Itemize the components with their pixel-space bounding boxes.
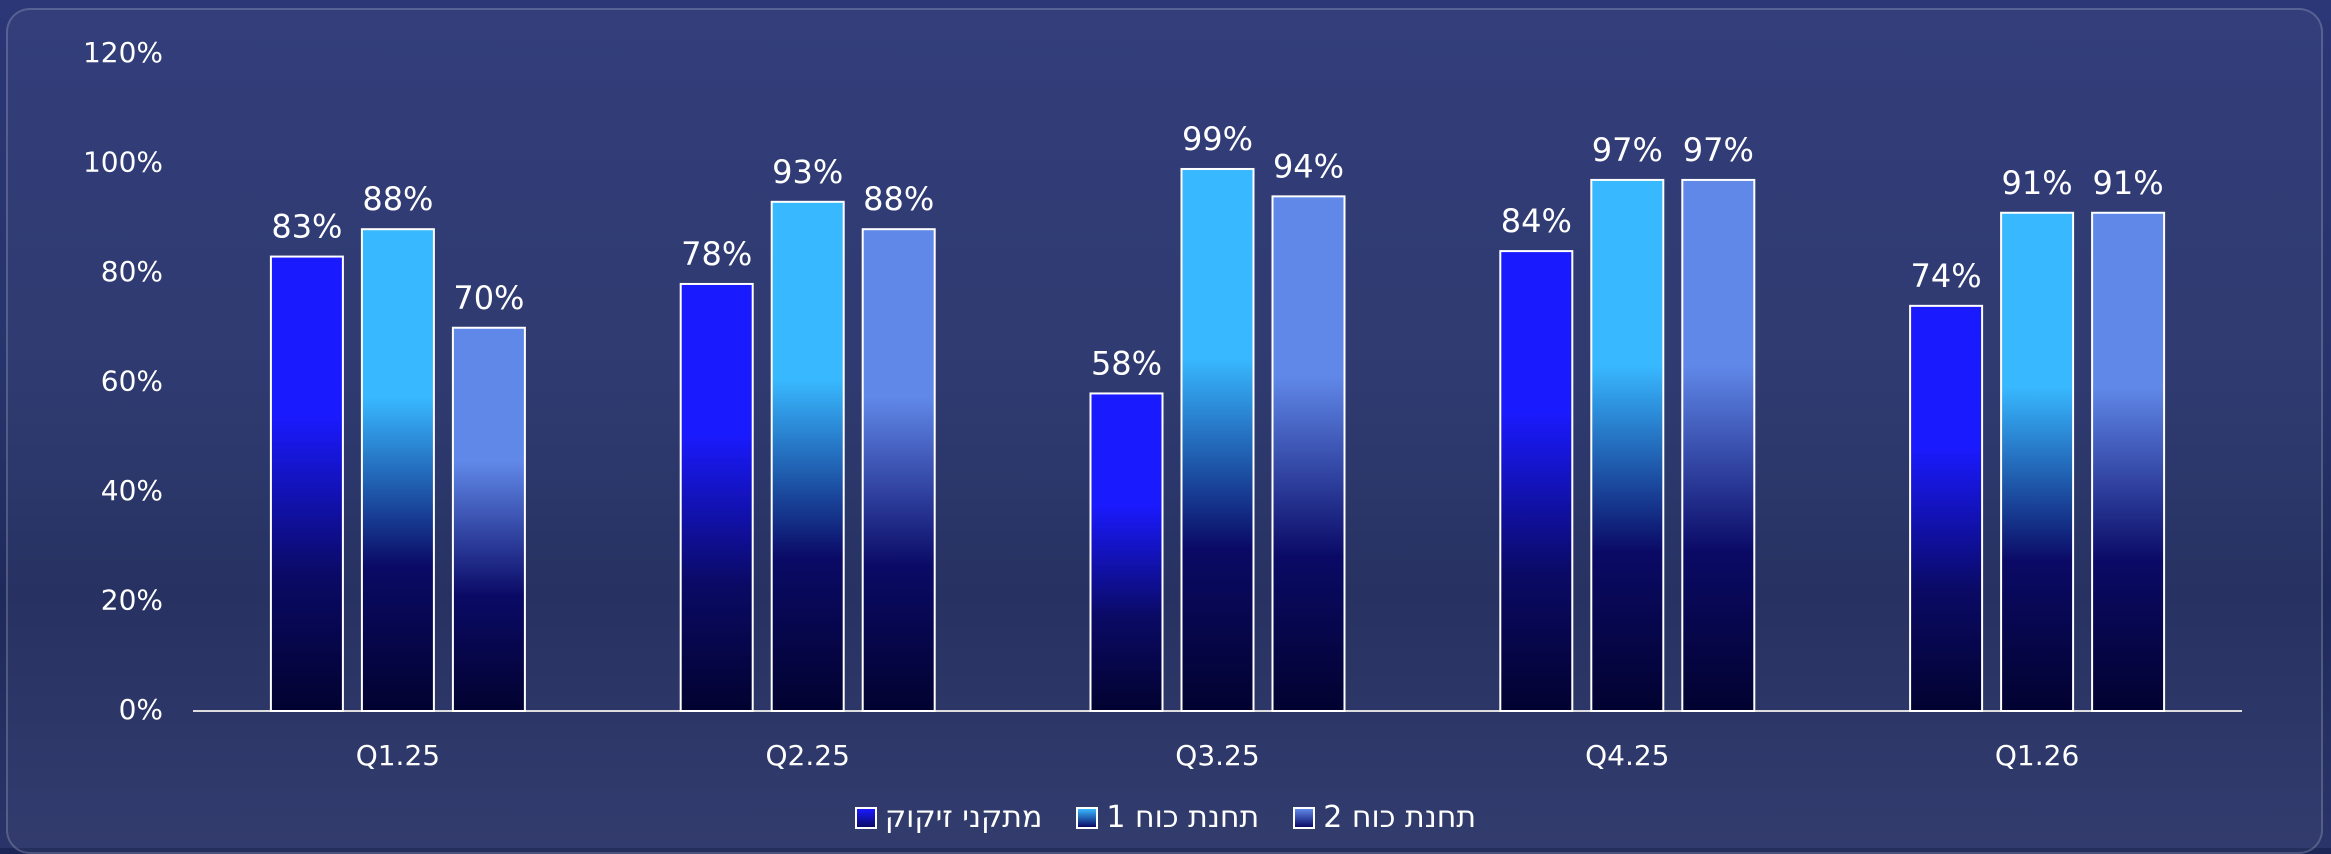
y-tick-label: 120%: [83, 36, 163, 69]
x-tick-label: Q4.25: [1585, 739, 1669, 772]
value-label: 74%: [1911, 257, 1982, 295]
value-label: 70%: [453, 279, 524, 317]
bar: [1682, 180, 1754, 711]
x-tick-label: Q1.26: [1995, 739, 2079, 772]
value-label: 78%: [681, 235, 752, 273]
bar: [863, 229, 935, 711]
chart: 0% 20% 40% 60% 80% 100% 120% Q1.25 83% 88% 70% Q2.2…: [0, 0, 2331, 848]
value-label: 93%: [772, 153, 843, 191]
y-tick-label: 40%: [101, 474, 163, 507]
bar: [2001, 213, 2073, 711]
bar: [1910, 306, 1982, 711]
value-label: 91%: [2002, 164, 2073, 202]
bar: [271, 257, 343, 711]
y-tick-label: 100%: [83, 146, 163, 179]
value-label: 97%: [1683, 131, 1754, 169]
value-label: 94%: [1273, 147, 1344, 185]
bar: [1182, 169, 1254, 711]
value-label: 91%: [2093, 164, 2164, 202]
legend: מתקני זיקוק תחנת כוח 1 תחנת כוח 2: [0, 800, 2331, 835]
bar: [453, 328, 525, 711]
value-label: 84%: [1501, 202, 1572, 240]
legend-swatch: [855, 807, 877, 829]
x-tick-label: Q3.25: [1175, 739, 1259, 772]
bar: [362, 229, 434, 711]
value-label: 83%: [271, 208, 342, 246]
legend-swatch: [1076, 807, 1098, 829]
value-label: 97%: [1592, 131, 1663, 169]
bar: [1091, 393, 1163, 711]
legend-label: תחנת כוח 1: [1106, 800, 1259, 835]
y-tick-label: 20%: [101, 584, 163, 617]
y-tick-label: 0%: [119, 693, 163, 726]
value-label: 88%: [362, 180, 433, 218]
legend-label: תחנת כוח 2: [1323, 800, 1476, 835]
legend-item: תחנת כוח 2: [1293, 800, 1476, 835]
bar: [1591, 180, 1663, 711]
legend-label: מתקני זיקוק: [885, 800, 1042, 835]
legend-swatch: [1293, 807, 1315, 829]
bar: [772, 202, 844, 711]
bar: [1273, 196, 1345, 711]
x-tick-label: Q2.25: [766, 739, 850, 772]
x-tick-label: Q1.25: [356, 739, 440, 772]
page: 0% 20% 40% 60% 80% 100% 120% Q1.25 83% 88% 70% Q2.2…: [0, 0, 2331, 848]
bar: [2092, 213, 2164, 711]
value-label: 88%: [863, 180, 934, 218]
legend-item: מתקני זיקוק: [855, 800, 1042, 835]
bar: [681, 284, 753, 711]
y-tick-label: 60%: [101, 365, 163, 398]
value-label: 99%: [1182, 120, 1253, 158]
legend-item: תחנת כוח 1: [1076, 800, 1259, 835]
bar: [1500, 251, 1572, 711]
value-label: 58%: [1091, 344, 1162, 382]
y-tick-label: 80%: [101, 255, 163, 288]
